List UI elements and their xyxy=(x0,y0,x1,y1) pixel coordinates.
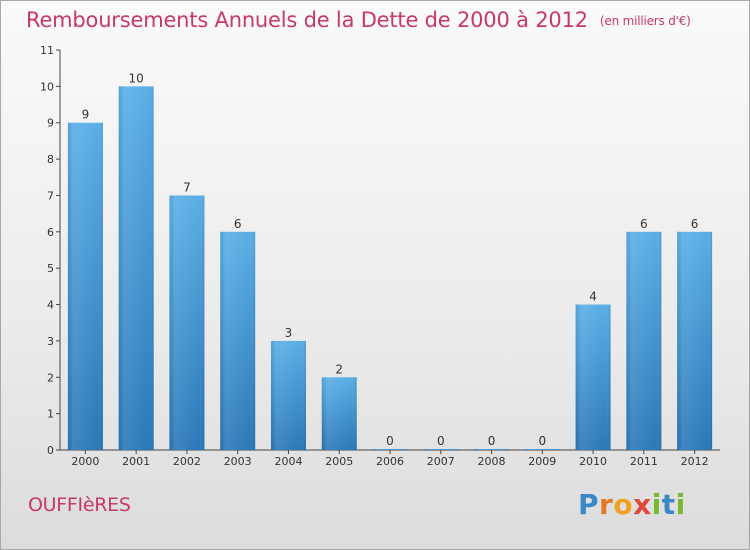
x-tick-label: 2012 xyxy=(681,455,709,468)
x-tick-label: 2002 xyxy=(173,455,201,468)
bar-shade xyxy=(423,449,459,450)
commune-name: OUFFIèRES xyxy=(28,494,131,516)
data-label: 10 xyxy=(129,71,144,85)
logo-letter: i xyxy=(651,488,662,521)
data-label: 3 xyxy=(285,326,293,340)
logo-letter: i xyxy=(675,488,686,521)
y-tick-label: 10 xyxy=(40,80,54,93)
x-tick-label: 2009 xyxy=(528,455,556,468)
data-label: 9 xyxy=(82,108,90,122)
proxiti-logo: Proxiti xyxy=(578,488,686,521)
bar-shade xyxy=(524,449,560,450)
data-label: 2 xyxy=(335,362,343,376)
data-label: 0 xyxy=(437,434,445,448)
bars xyxy=(67,86,713,451)
y-tick-label: 1 xyxy=(47,408,54,421)
bar-shade xyxy=(118,86,154,450)
bar-shade xyxy=(677,231,713,450)
y-tick-label: 9 xyxy=(47,117,54,130)
logo-letter: P xyxy=(578,488,600,521)
bar-shade xyxy=(474,449,510,450)
x-tick-label: 2003 xyxy=(224,455,252,468)
bar-shade xyxy=(626,231,662,450)
bar-shade xyxy=(270,340,306,450)
bar-shade xyxy=(169,195,205,450)
y-tick-label: 6 xyxy=(47,226,54,239)
data-label: 6 xyxy=(234,217,242,231)
x-tick-label: 2004 xyxy=(274,455,302,468)
x-tick-label: 2005 xyxy=(325,455,353,468)
y-tick-label: 7 xyxy=(47,189,54,202)
x-tick-label: 2000 xyxy=(71,455,99,468)
data-label: 0 xyxy=(386,434,394,448)
data-label: 6 xyxy=(691,217,699,231)
title-unit: (en milliers d'€) xyxy=(599,14,691,28)
x-tick-label: 2006 xyxy=(376,455,404,468)
x-tick-label: 2011 xyxy=(630,455,658,468)
data-label: 0 xyxy=(538,434,546,448)
logo-letter: x xyxy=(633,488,652,521)
y-tick-label: 4 xyxy=(47,299,54,312)
data-label: 6 xyxy=(640,217,648,231)
bar-shade xyxy=(575,304,611,450)
logo-letter: o xyxy=(613,488,634,521)
chart-title: Remboursements Annuels de la Dette de 20… xyxy=(26,8,691,32)
bar-shade xyxy=(67,122,103,451)
y-tick-label: 3 xyxy=(47,335,54,348)
x-tick-label: 2001 xyxy=(122,455,150,468)
bar-shade xyxy=(321,377,357,450)
data-label: 0 xyxy=(488,434,496,448)
y-tick-label: 5 xyxy=(47,262,54,275)
bar-shade xyxy=(372,449,408,450)
data-label: 4 xyxy=(589,290,597,304)
y-tick-label: 8 xyxy=(47,153,54,166)
logo-letter: r xyxy=(599,488,614,521)
data-label: 7 xyxy=(183,180,191,194)
x-tick-label: 2007 xyxy=(427,455,455,468)
title-text: Remboursements Annuels de la Dette de 20… xyxy=(26,8,588,32)
bar-shade xyxy=(220,231,256,450)
labels: 9 2000 10 2001 7 2002 6 2003 3 2004 2 2005 0 2006 0 200… xyxy=(71,71,708,468)
x-tick-label: 2008 xyxy=(478,455,506,468)
y-tick-label: 2 xyxy=(47,371,54,384)
x-tick-label: 2010 xyxy=(579,455,607,468)
y-tick-label: 11 xyxy=(40,44,54,57)
logo-letter: t xyxy=(661,488,676,521)
y-tick-label: 0 xyxy=(47,444,54,457)
